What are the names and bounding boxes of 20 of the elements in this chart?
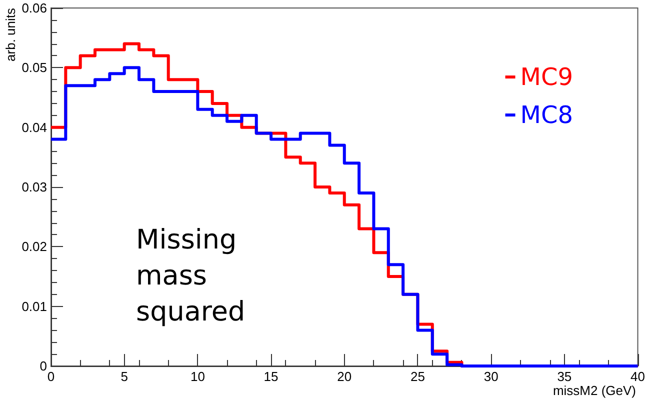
y-tick-label: 0.01 [22, 298, 47, 314]
x-tick-label: 5 [120, 369, 128, 384]
legend-label: MC8 [520, 101, 573, 129]
x-tick-label: 20 [337, 369, 352, 384]
x-tick-label: 35 [557, 369, 572, 384]
x-tick-label: 15 [264, 369, 278, 384]
x-tick-label: 25 [410, 369, 425, 384]
legend-label: MC9 [520, 63, 573, 91]
y-tick-label: 0.04 [22, 120, 47, 135]
annotation: Missing mass squared [136, 224, 246, 328]
y-axis-title: arb. units [3, 8, 18, 62]
y-tick-label: 0.05 [22, 60, 47, 76]
y-tick-label: 0.06 [22, 0, 47, 16]
x-tick-label: 30 [484, 369, 498, 384]
y-tick-label: 0.03 [22, 180, 47, 194]
y-tick-label: 0 [40, 358, 47, 374]
y-tick-label: 0.02 [22, 239, 47, 254]
x-tick-label: 10 [190, 369, 205, 384]
x-axis-title: missM2 (GeV) [552, 383, 636, 398]
x-tick-label: 40 [630, 369, 646, 384]
